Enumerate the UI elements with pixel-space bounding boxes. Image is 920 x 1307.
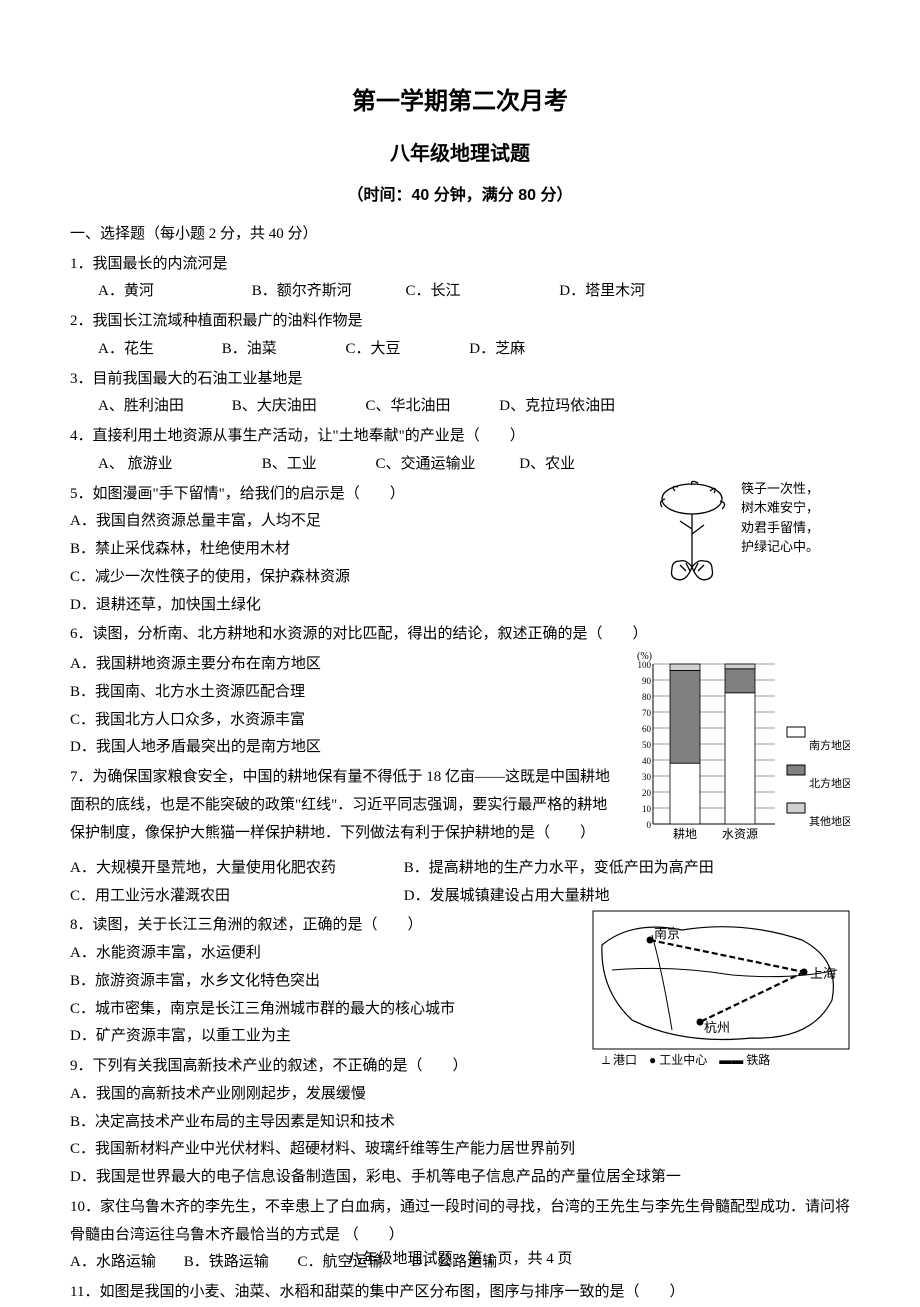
svg-text:70: 70 [642,708,652,718]
q3-a: A、胜利油田 [98,393,228,421]
q3-b: B、大庆油田 [232,393,362,421]
svg-text:南京: 南京 [654,926,680,941]
q7-b: B．提高耕地的生产力水平，变低产田为高产田 [404,855,714,883]
svg-text:0: 0 [647,820,652,830]
q3-stem: 3．目前我国最大的石油工业基地是 [70,366,850,394]
q1: 1．我国最长的内流河是 A．黄河 B．额尔齐斯河 C．长江 D．塔里木河 [70,251,850,307]
q1-d: D．塔里木河 [559,278,709,306]
q9-c: C．我国新材料产业中光伏材料、超硬材料、玻璃纤维等生产能力居世界前列 [70,1136,850,1164]
q11-stem: 11．如图是我国的小麦、油菜、水稻和甜菜的集中产区分布图，图序与排序一致的是（ … [70,1279,850,1307]
svg-text:20: 20 [642,788,652,798]
timing-line: （时间：40 分钟，满分 80 分） [70,181,850,211]
q4-stem: 4．直接利用土地资源从事生产活动，让"土地奉献"的产业是（ ） [70,423,850,451]
q2: 2．我国长江流域种植面积最广的油料作物是 A．花生 B．油菜 C．大豆 D．芝麻 [70,308,850,364]
svg-text:耕地: 耕地 [673,826,697,841]
svg-text:⟂ 港口 ● 工业中心 ▬▬ 铁路: ⟂ 港口 ● 工业中心 ▬▬ 铁路 [602,1052,770,1067]
q2-stem: 2．我国长江流域种植面积最广的油料作物是 [70,308,850,336]
q5-cartoon: 筷子一次性， 树木难安宁， 劝君手留情， 护绿记心中。 [650,479,850,589]
svg-text:90: 90 [642,676,652,686]
q6-stem: 6．读图，分析南、北方耕地和水资源的对比匹配，得出的结论，叙述正确的是（ ） [70,621,850,649]
svg-text:10: 10 [642,804,652,814]
q2-d: D．芝麻 [469,336,589,364]
q4-d: D、农业 [519,451,575,479]
svg-text:上海: 上海 [810,966,836,981]
cartoon-l3: 劝君手留情， [741,518,819,538]
svg-text:其他地区: 其他地区 [809,815,850,828]
q4: 4．直接利用土地资源从事生产活动，让"土地奉献"的产业是（ ） A、 旅游业 B… [70,423,850,479]
tree-hand-icon [650,479,735,589]
q1-b: B．额尔齐斯河 [252,278,402,306]
svg-text:50: 50 [642,740,652,750]
q7-a: A．大规模开垦荒地，大量使用化肥农药 [70,855,400,883]
svg-text:杭州: 杭州 [704,1020,730,1035]
q7-c: C．用工业污水灌溉农田 [70,883,400,911]
q4-c: C、交通运输业 [376,451,516,479]
q3-d: D、克拉玛依油田 [499,393,629,421]
q2-b: B．油菜 [222,336,342,364]
q3: 3．目前我国最大的石油工业基地是 A、胜利油田 B、大庆油田 C、华北油田 D、… [70,366,850,422]
page-title: 第一学期第二次月考 [70,80,850,124]
q10-stem: 10．家住乌鲁木齐的李先生，不幸患上了白血病，通过一段时间的寻找，台湾的王先生与… [70,1194,850,1250]
section-1-heading: 一、选择题（每小题 2 分，共 40 分） [70,221,850,249]
page-subtitle: 八年级地理试题 [70,136,850,173]
svg-text:北方地区: 北方地区 [809,776,850,790]
svg-text:80: 80 [642,692,652,702]
q4-a: A、 旅游业 [98,451,258,479]
q6-bar-chart: (%) 100 90 80 70 60 50 40 30 20 10 0 [625,649,850,855]
q9-b: B．决定高技术产业布局的主导因素是知识和技术 [70,1109,850,1137]
svg-text:40: 40 [642,756,652,766]
q9-a: A．我国的高新技术产业刚刚起步，发展缓慢 [70,1081,850,1109]
q2-c: C．大豆 [346,336,466,364]
q5-d: D．退耕还草，加快国土绿化 [70,592,850,620]
q6-stem-row: 6．读图，分析南、北方耕地和水资源的对比匹配，得出的结论，叙述正确的是（ ） [70,621,850,649]
cartoon-l2: 树木难安宁， [741,498,819,518]
q3-c: C、华北油田 [366,393,496,421]
q11: 11．如图是我国的小麦、油菜、水稻和甜菜的集中产区分布图，图序与排序一致的是（ … [70,1279,850,1307]
q1-a: A．黄河 [98,278,248,306]
cartoon-l4: 护绿记心中。 [741,537,819,557]
svg-text:水资源: 水资源 [722,827,758,841]
page-footer: 八年级地理试题 第 1 页，共 4 页 [0,1246,920,1274]
svg-text:30: 30 [642,772,652,782]
q1-c: C．长江 [406,278,556,306]
q9-d: D．我国是世界最大的电子信息设备制造国，彩电、手机等电子信息产品的产量位居全球第… [70,1164,850,1192]
q1-stem: 1．我国最长的内流河是 [70,251,850,279]
q7-d: D．发展城镇建设占用大量耕地 [404,883,610,911]
q4-b: B、工业 [262,451,372,479]
svg-text:60: 60 [642,724,652,734]
q8-map: 南京 上海 杭州 ⟂ 港口 ● 工业中心 ▬▬ 铁路 [592,910,850,1079]
cartoon-l1: 筷子一次性， [741,479,819,499]
svg-text:100: 100 [638,660,652,670]
svg-text:南方地区: 南方地区 [809,738,850,752]
q2-a: A．花生 [98,336,218,364]
